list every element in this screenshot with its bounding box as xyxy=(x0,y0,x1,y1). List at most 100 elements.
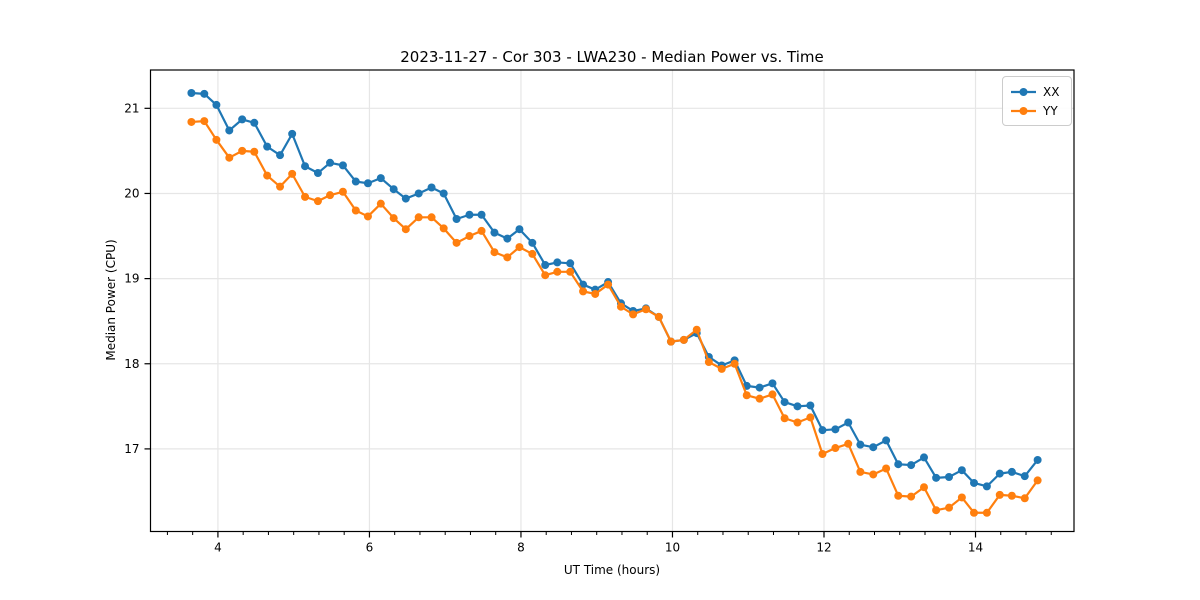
series-yy-marker xyxy=(818,450,827,459)
series-yy-marker xyxy=(591,289,600,298)
series-xx-marker xyxy=(439,189,448,198)
y-tick-label: 17 xyxy=(124,442,139,456)
series-yy-marker xyxy=(692,325,701,334)
series-xx xyxy=(187,88,1042,491)
grid-lines xyxy=(150,70,1074,532)
series-yy-marker xyxy=(326,191,335,200)
series-xx-marker xyxy=(200,89,209,98)
series-xx-marker xyxy=(313,169,322,178)
series-xx-marker xyxy=(957,466,966,475)
series-yy-marker xyxy=(301,192,310,201)
series-yy-marker xyxy=(604,280,613,289)
series-xx-marker xyxy=(818,426,827,435)
series-xx-marker xyxy=(919,453,928,462)
series-yy-marker xyxy=(666,337,675,346)
series-yy-marker xyxy=(225,153,234,162)
series-xx-marker xyxy=(907,461,916,470)
series-yy-marker xyxy=(465,232,474,241)
series-yy-marker xyxy=(957,493,966,502)
legend: XX YY xyxy=(1002,76,1072,126)
series-yy-marker xyxy=(414,213,423,222)
series-xx-marker xyxy=(389,185,398,194)
series-xx-marker xyxy=(477,210,486,219)
series-xx-marker xyxy=(515,225,524,234)
series-yy-marker xyxy=(250,147,259,156)
series-yy-marker xyxy=(200,117,209,126)
series-yy-marker xyxy=(894,491,903,500)
series-xx-marker xyxy=(969,478,978,487)
series-yy-marker xyxy=(969,508,978,517)
series-xx-marker xyxy=(768,379,777,388)
legend-label-yy: YY xyxy=(1043,103,1058,118)
x-tick-label: 12 xyxy=(816,541,831,555)
series-xx-marker xyxy=(528,238,537,247)
series-yy-marker xyxy=(742,391,751,400)
series-xx-marker xyxy=(363,179,372,188)
y-tick-label: 21 xyxy=(124,101,139,115)
series-xx-marker xyxy=(755,383,764,392)
series-yy-marker xyxy=(579,287,588,296)
series-xx-marker xyxy=(401,194,410,203)
x-tick-label: 6 xyxy=(366,541,374,555)
y-tick-label: 19 xyxy=(124,272,139,286)
series-xx-marker xyxy=(276,151,285,160)
series-yy-marker xyxy=(528,249,537,258)
series-xx-marker xyxy=(1033,455,1042,464)
series-xx-marker xyxy=(263,142,272,151)
series-yy-marker xyxy=(780,414,789,423)
series-yy-marker xyxy=(768,390,777,399)
axes-spines xyxy=(149,69,1075,533)
series-xx-marker xyxy=(831,425,840,434)
series-xx-marker xyxy=(376,174,385,183)
series-yy-marker xyxy=(882,464,891,473)
x-axis-label: UT Time (hours) xyxy=(563,563,661,577)
series-yy-marker xyxy=(995,490,1004,499)
series-yy-marker xyxy=(490,248,499,257)
series-yy-marker xyxy=(1020,494,1029,503)
series-xx-marker xyxy=(793,402,802,411)
legend-item-yy: YY xyxy=(1010,101,1063,120)
series-xx-marker xyxy=(882,436,891,445)
y-axis-label: Median Power (CPU) xyxy=(104,239,118,361)
y-tick-label: 18 xyxy=(124,357,139,371)
series-xx-marker xyxy=(225,126,234,135)
series-yy-marker xyxy=(704,358,713,367)
series-yy-marker xyxy=(919,483,928,492)
series-xx-marker xyxy=(932,473,941,482)
series-xx-marker xyxy=(338,161,347,170)
series-yy-marker xyxy=(376,199,385,208)
series-yy-marker xyxy=(629,310,638,319)
series-xx-marker xyxy=(452,215,461,224)
series-yy-marker xyxy=(263,171,272,180)
series-xx-marker xyxy=(844,418,853,427)
series-xx-marker xyxy=(541,260,550,269)
series-xx-marker xyxy=(566,259,575,268)
series-xx-marker xyxy=(490,228,499,237)
series-yy-marker xyxy=(869,470,878,479)
series-yy-marker xyxy=(844,439,853,448)
series-xx-marker xyxy=(503,234,512,243)
series-xx-marker xyxy=(351,177,360,186)
series-xx-line xyxy=(191,91,1039,488)
series-yy-marker xyxy=(616,302,625,311)
series-yy-marker xyxy=(679,335,688,344)
series-xx-marker xyxy=(414,189,423,198)
series-xx-marker xyxy=(894,460,903,469)
series-yy-marker xyxy=(1033,476,1042,485)
series-yy-marker xyxy=(389,214,398,223)
series-xx-marker xyxy=(856,440,865,449)
series-yy-marker xyxy=(856,467,865,476)
series-xx-marker xyxy=(250,118,259,127)
series-yy-marker xyxy=(717,364,726,373)
series-yy-marker xyxy=(566,267,575,276)
series-yy-marker xyxy=(806,413,815,422)
series-yy-marker xyxy=(452,238,461,247)
series-xx-marker xyxy=(212,100,221,109)
series-yy-marker xyxy=(401,225,410,234)
series-xx-marker xyxy=(553,258,562,267)
y-axis: 17 18 19 20 21 xyxy=(124,101,151,456)
series-yy-marker xyxy=(793,418,802,427)
x-tick-label: 10 xyxy=(665,541,680,555)
